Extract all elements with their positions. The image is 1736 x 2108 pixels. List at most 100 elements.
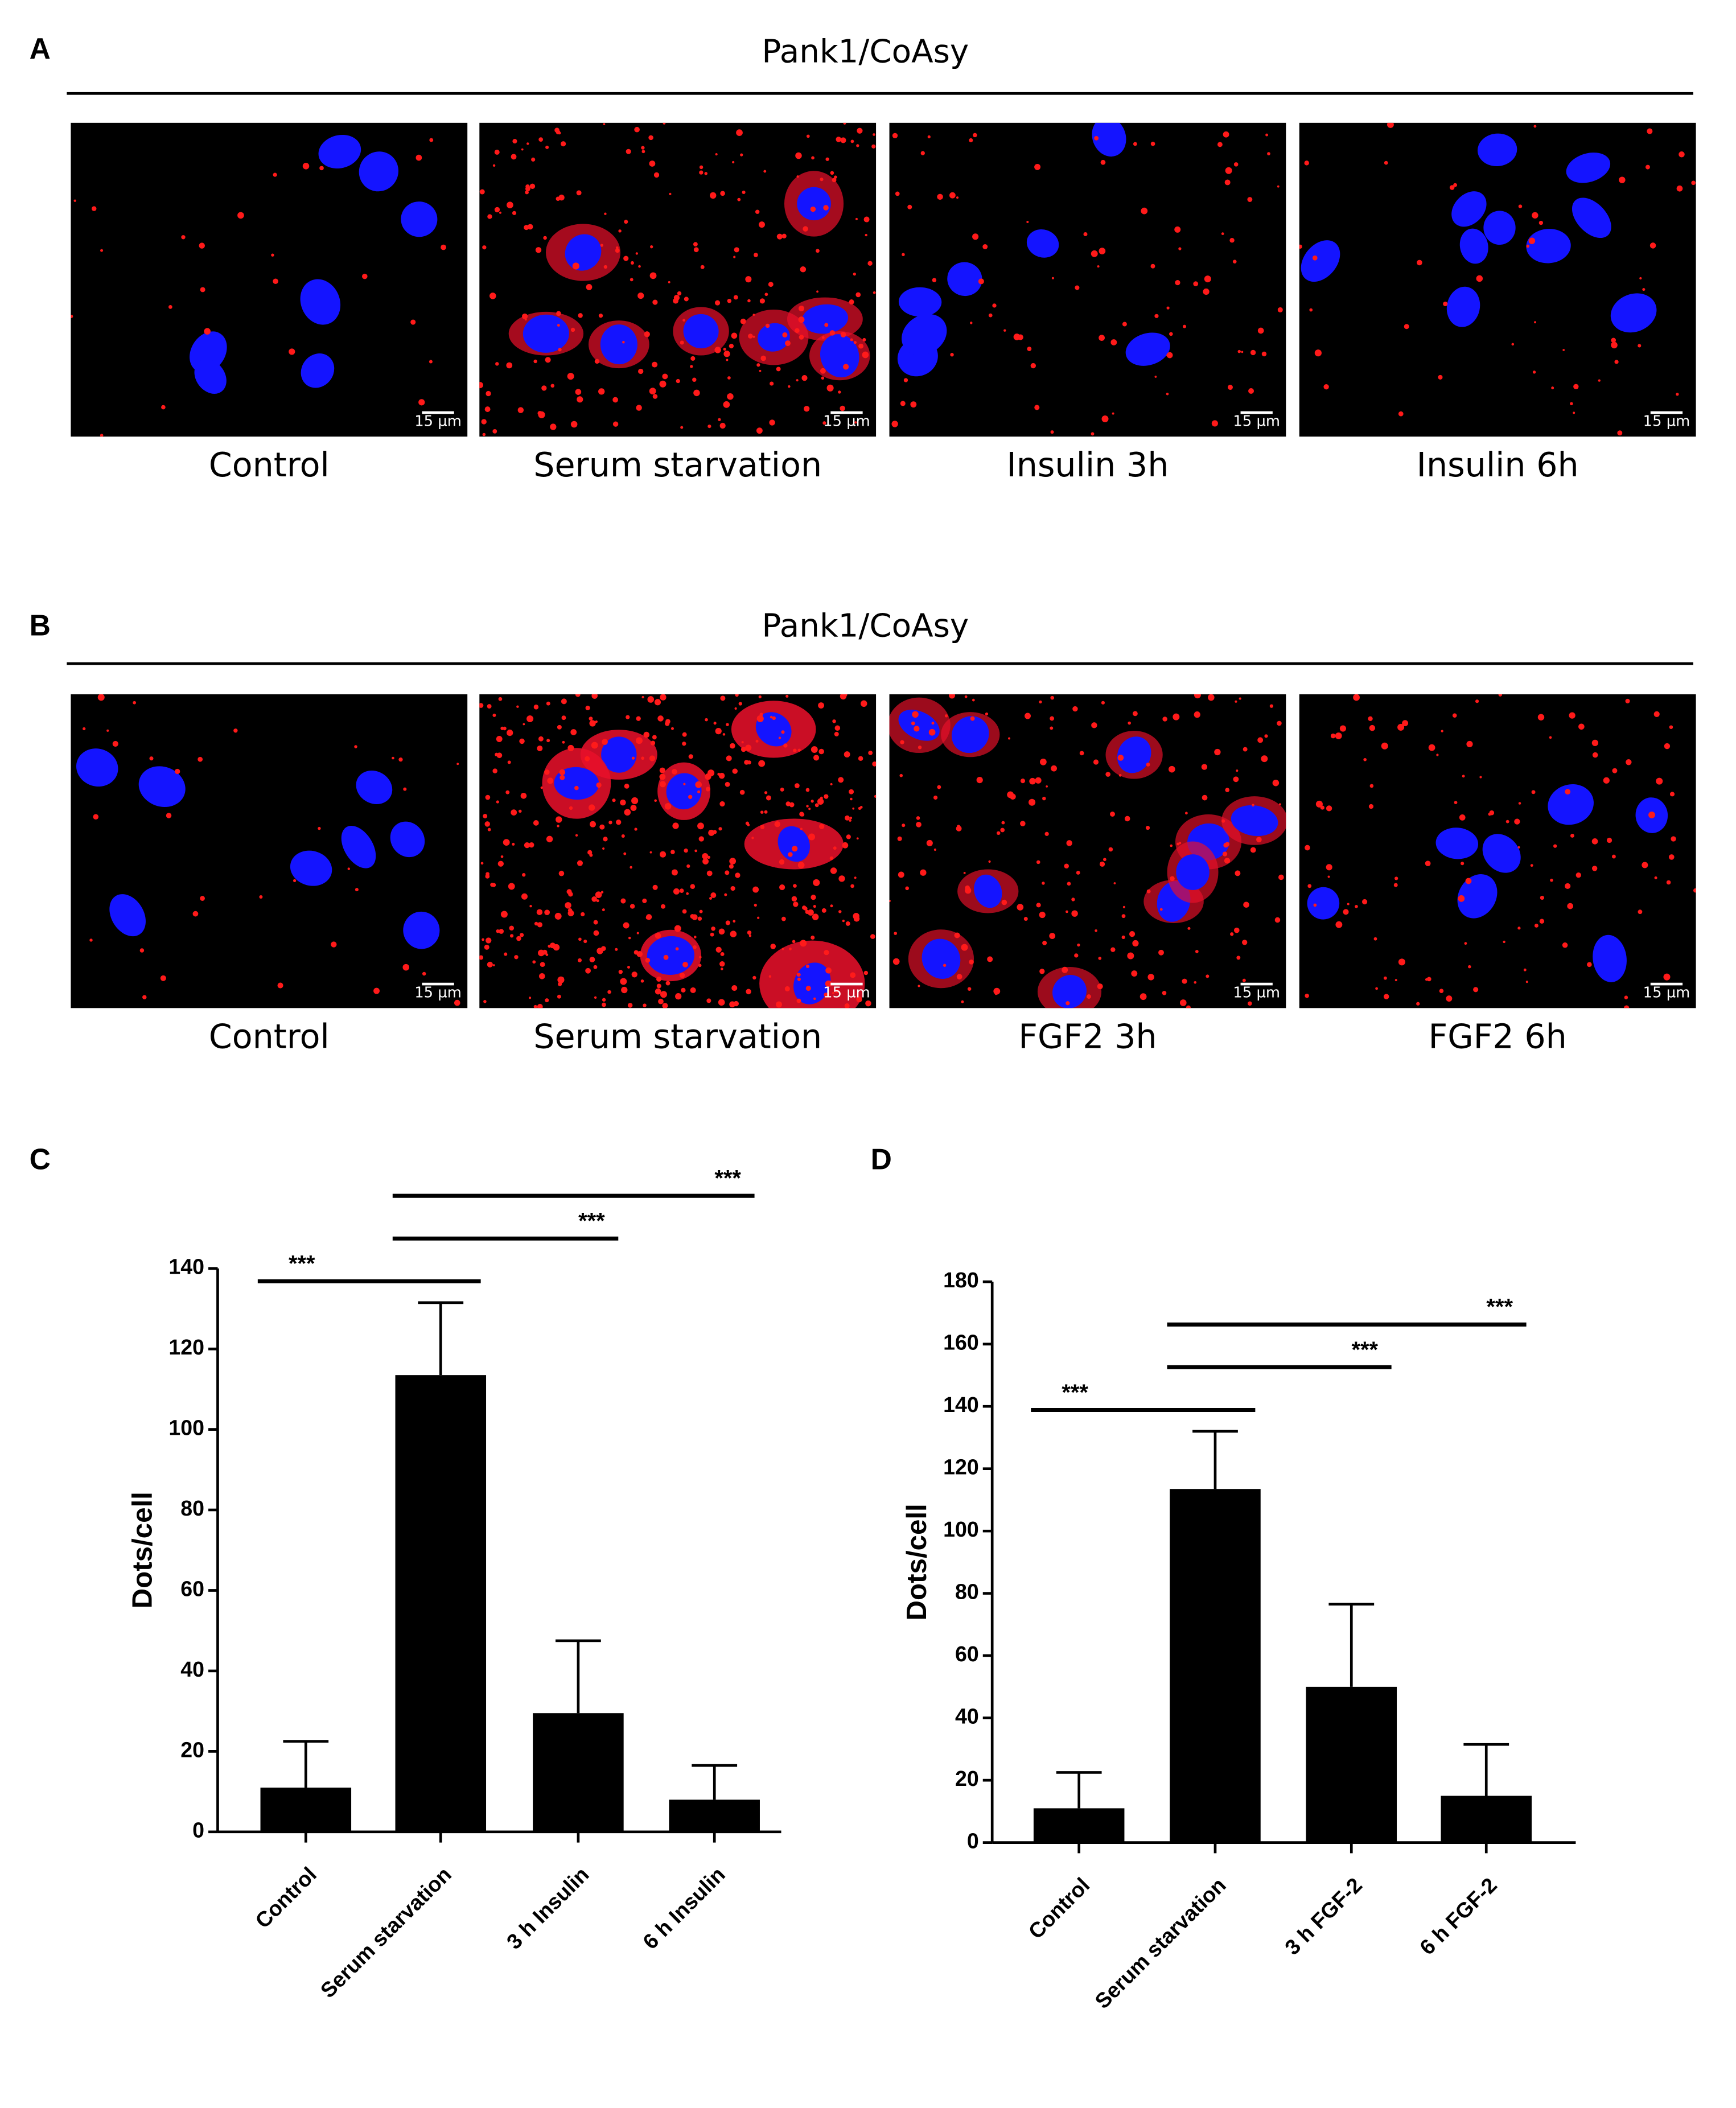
- red-dot: [832, 991, 835, 995]
- red-dot: [741, 741, 744, 744]
- red-dot: [1611, 341, 1618, 349]
- red-dot: [650, 245, 653, 249]
- red-dot: [1036, 903, 1041, 908]
- red-dot: [1223, 131, 1229, 138]
- red-dot: [920, 151, 925, 155]
- red-dot: [852, 807, 855, 810]
- nucleus: [902, 314, 947, 356]
- y-tick-label: 0: [192, 1818, 204, 1842]
- red-dot: [1257, 737, 1264, 743]
- nucleus: [390, 821, 425, 858]
- red-dot: [1327, 875, 1330, 878]
- red-dot: [1614, 360, 1619, 364]
- red-dot: [1174, 226, 1181, 233]
- red-dot: [733, 256, 736, 258]
- red-dot: [1454, 801, 1458, 804]
- red-dot: [681, 987, 686, 993]
- red-dot: [623, 256, 629, 261]
- red-dot: [595, 891, 602, 898]
- red-dot: [785, 801, 791, 806]
- red-dot: [1166, 392, 1169, 396]
- red-dot: [529, 183, 536, 190]
- red-dot: [672, 822, 679, 829]
- red-dot: [711, 926, 715, 931]
- red-dot: [1617, 430, 1623, 436]
- y-tick-label: 0: [967, 1829, 979, 1853]
- red-dot: [550, 384, 555, 388]
- red-dot: [1691, 180, 1696, 186]
- red-dot: [578, 937, 582, 941]
- red-dot: [853, 341, 857, 344]
- red-dot: [865, 233, 867, 237]
- red-dot: [673, 888, 680, 895]
- red-dot: [830, 867, 837, 874]
- red-dot: [1299, 244, 1302, 249]
- red-dot: [794, 783, 800, 788]
- red-dot: [565, 902, 571, 909]
- red-dot: [507, 760, 511, 764]
- red-dot: [1229, 238, 1235, 243]
- red-dot: [1402, 720, 1409, 727]
- red-dot: [1039, 911, 1046, 919]
- red-dot: [682, 319, 686, 322]
- red-dot: [1398, 411, 1404, 417]
- red-dot: [557, 724, 562, 730]
- red-dot: [1591, 838, 1598, 845]
- red-dot: [1074, 953, 1079, 958]
- red-dot: [576, 190, 582, 196]
- red-dot: [855, 217, 858, 220]
- red-dot: [756, 363, 760, 367]
- red-dot: [496, 929, 500, 933]
- micrograph: 15 µm: [889, 694, 1286, 1008]
- red-dot: [759, 369, 762, 372]
- red-dot: [543, 236, 547, 240]
- red-dot: [1176, 842, 1180, 846]
- image-label: Insulin 3h: [1006, 446, 1169, 484]
- red-dot: [1013, 334, 1021, 340]
- red-dot: [1679, 151, 1685, 158]
- red-dot: [735, 872, 741, 878]
- red-dot: [593, 920, 598, 925]
- red-dot: [487, 214, 492, 219]
- significance-label: ***: [1351, 1337, 1378, 1362]
- red-dot: [1035, 777, 1042, 784]
- red-dot: [961, 1000, 964, 1003]
- red-dot: [849, 789, 854, 794]
- red-dot: [484, 944, 489, 950]
- micrograph: 15 µm: [479, 694, 877, 1008]
- red-dot: [725, 920, 731, 925]
- red-dot: [516, 936, 521, 941]
- red-dot: [843, 364, 849, 370]
- nucleus: [1176, 854, 1210, 890]
- red-dot: [863, 216, 870, 223]
- y-tick-label: 60: [955, 1642, 979, 1666]
- red-dot: [1225, 788, 1230, 792]
- red-dot: [500, 855, 504, 858]
- red-dot: [558, 131, 561, 135]
- red-dot: [1077, 943, 1080, 947]
- red-dot: [1170, 844, 1173, 847]
- red-dot: [796, 379, 799, 382]
- red-dot: [577, 396, 583, 403]
- red-dot: [1124, 816, 1130, 822]
- panel-title: Pank1/CoAsy: [762, 607, 969, 644]
- red-dot: [638, 368, 644, 374]
- red-dot: [519, 933, 524, 937]
- red-dot: [1075, 285, 1080, 290]
- red-dot: [800, 827, 803, 830]
- red-dot: [596, 782, 602, 788]
- red-dot: [631, 797, 639, 805]
- red-dot: [484, 406, 491, 412]
- red-dot: [850, 884, 854, 888]
- red-dot: [1654, 876, 1657, 879]
- red-dot: [829, 330, 836, 336]
- red-dot: [823, 205, 829, 211]
- red-dot: [575, 694, 581, 697]
- panel-letter: A: [30, 32, 51, 65]
- red-dot: [985, 712, 989, 716]
- red-dot: [699, 909, 703, 913]
- red-dot: [734, 707, 737, 710]
- red-dot: [779, 859, 785, 865]
- red-dot: [522, 873, 526, 877]
